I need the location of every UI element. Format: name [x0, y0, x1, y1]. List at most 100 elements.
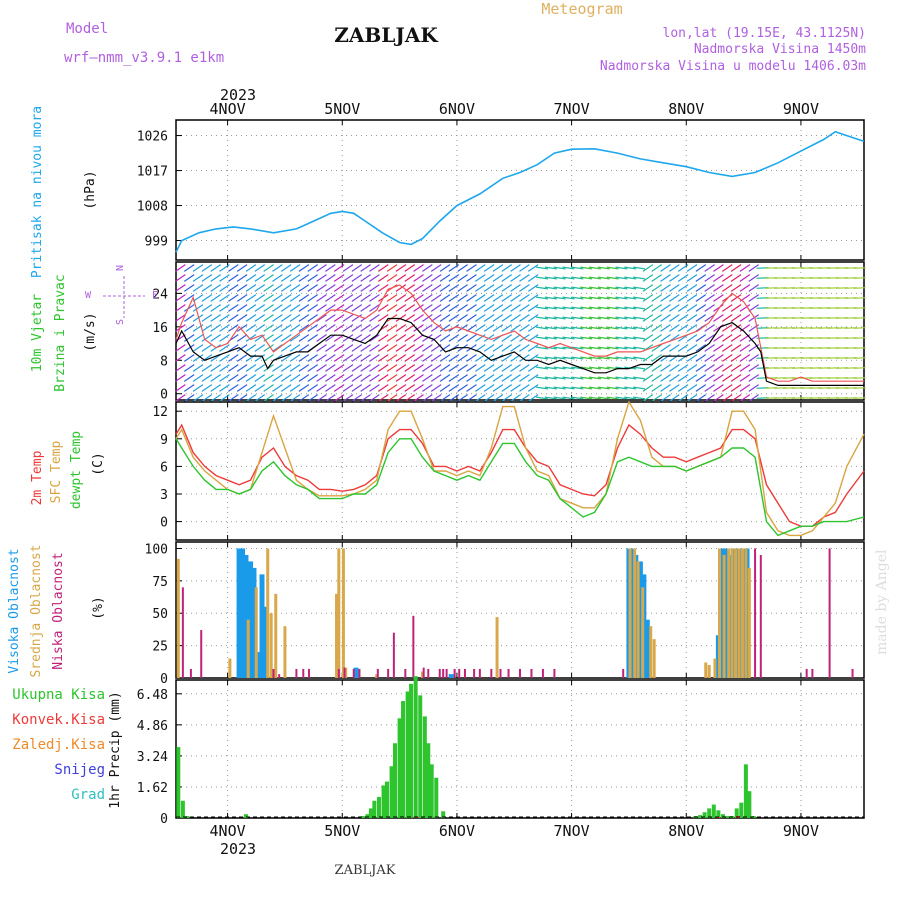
wind-barb	[713, 334, 724, 342]
cloud-bar	[463, 668, 466, 678]
precip-bar	[384, 781, 389, 818]
wind-barb	[651, 304, 663, 312]
wind-barb	[413, 364, 424, 372]
wind-barb	[651, 364, 663, 372]
cloud-bar	[254, 587, 258, 678]
wind-barb	[395, 364, 407, 372]
meteogram-label: Meteogram	[541, 0, 622, 18]
wind-barb	[519, 324, 530, 332]
wind-barb	[501, 284, 513, 292]
wind-barb	[448, 384, 460, 392]
wind-barb	[544, 386, 557, 390]
wind-barb	[669, 374, 680, 382]
precip-bar	[381, 785, 386, 818]
wind-barb	[695, 314, 707, 322]
wind-barb	[192, 344, 204, 352]
wind-barb	[677, 394, 689, 402]
cloud-bar	[176, 558, 180, 678]
wind-barb	[263, 294, 274, 302]
wind-barb	[254, 264, 266, 272]
wind-barb	[633, 376, 646, 380]
y-tick-label: 12	[152, 405, 168, 420]
wind-barb	[245, 324, 257, 332]
wind-barb	[686, 384, 698, 392]
y-tick-label: 50	[152, 607, 168, 622]
wind-barb	[386, 374, 398, 382]
cloud-mid-label: Srednja Oblacnost	[29, 544, 44, 677]
wind-barb	[236, 304, 248, 312]
wind-barb	[660, 334, 671, 342]
cloud-bar	[636, 561, 640, 678]
wind-barb	[404, 344, 416, 352]
wind-barb	[686, 264, 698, 272]
wind-barb	[544, 286, 557, 290]
wind-barb	[210, 354, 221, 362]
wind-barb	[651, 324, 663, 332]
cloud-bar	[302, 668, 305, 678]
wind-barb	[325, 374, 336, 382]
wind-barb	[422, 394, 433, 402]
wind-barb	[695, 364, 707, 372]
wind-barb	[183, 294, 195, 302]
wind-barb	[519, 264, 530, 272]
wind-speed-line	[175, 317, 864, 386]
wind-barb	[439, 354, 451, 362]
wind-barb	[606, 286, 619, 290]
y-tick-label: 0	[160, 812, 168, 827]
wind-barb	[475, 294, 486, 302]
wind-barb	[280, 324, 292, 332]
wind-barb	[633, 326, 646, 330]
y-tick-label: 24	[152, 287, 168, 302]
wind-barb	[448, 334, 460, 342]
cloud-bar	[200, 630, 203, 678]
wind-barb	[333, 354, 345, 362]
wind-barb	[571, 326, 584, 330]
wind-barb	[475, 384, 486, 392]
wind-barb	[553, 366, 566, 370]
cloud-bar	[283, 626, 287, 678]
wind-barb	[289, 304, 301, 312]
wind-barb	[413, 384, 424, 392]
wind-barb	[307, 264, 319, 272]
wind-barb	[280, 274, 292, 282]
wind-barb	[307, 284, 319, 292]
wind-barb	[721, 314, 733, 322]
wind-barb	[351, 344, 363, 352]
cloud-bar	[308, 668, 311, 678]
wind-barb	[377, 274, 389, 282]
wind-barb	[660, 294, 671, 302]
wind-barb	[219, 374, 230, 382]
wind-barb	[615, 396, 628, 400]
wind-barb	[651, 394, 663, 402]
wind-barb	[624, 376, 637, 380]
wind-barb	[651, 284, 663, 292]
wind-barb	[695, 334, 707, 342]
wind-barb	[544, 296, 557, 300]
cloud-bar	[269, 613, 273, 678]
cloud-low-label: Niska Oblacnost	[51, 552, 66, 669]
wind-barb	[219, 384, 230, 392]
wind-barb	[553, 296, 566, 300]
wind-barb	[544, 306, 557, 310]
wind-barb	[527, 284, 539, 292]
wind-barb	[219, 354, 230, 362]
wind-barb	[553, 326, 566, 330]
wind-barb	[853, 347, 866, 349]
wind-barb	[430, 394, 442, 402]
wind-barb	[544, 366, 557, 370]
wind-barb	[492, 394, 504, 402]
precip-bar	[747, 791, 752, 818]
wind-barb	[430, 294, 442, 302]
wind-barb	[272, 324, 283, 332]
wind-barb	[280, 284, 292, 292]
wind-barb	[342, 384, 354, 392]
wind-barb	[748, 284, 760, 292]
wind-barb	[536, 346, 549, 350]
wind-barb	[395, 394, 407, 402]
wind-barb	[201, 374, 213, 382]
wind-barb	[210, 294, 221, 302]
wind-barb	[597, 336, 610, 340]
wind-barb	[588, 326, 601, 330]
cloud-bar	[427, 668, 430, 678]
cloud-bar	[228, 658, 232, 678]
